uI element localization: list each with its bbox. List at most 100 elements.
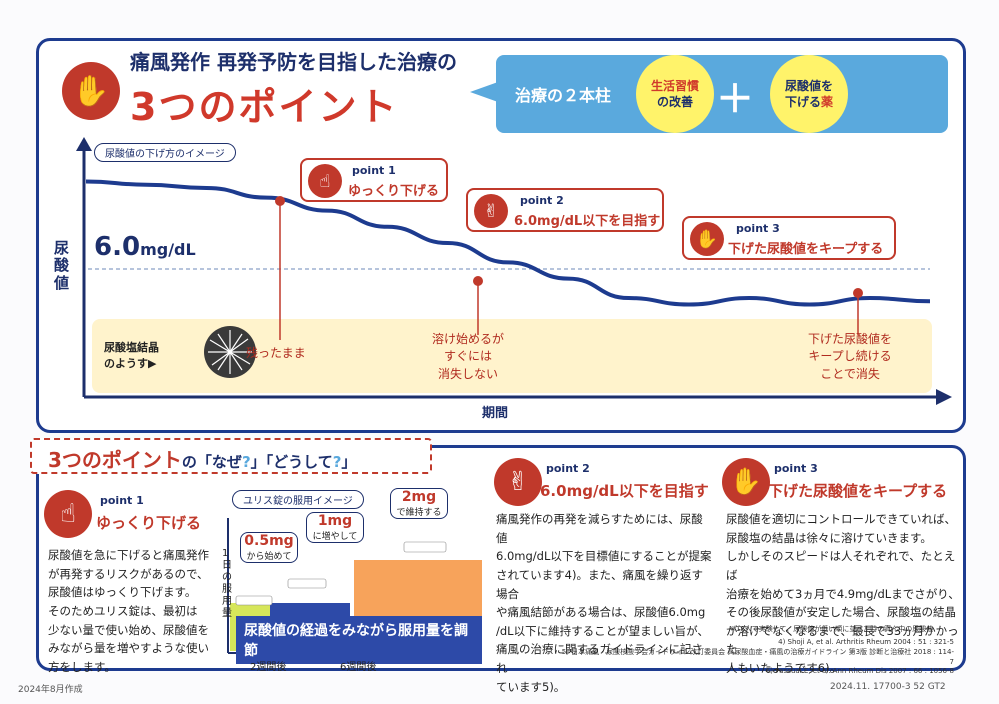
p2-line: や痛風結節がある場合は、尿酸値6.0mg	[496, 605, 706, 620]
p2-body: 痛風発作の再発を減らすためには、尿酸値 6.0mg/dL以下を目標値にすることが…	[496, 510, 714, 696]
dose-label-1-note: から始めて	[246, 552, 292, 562]
chart-point3-tag: point 3	[736, 222, 780, 235]
p1-hand-icon: ☝	[44, 490, 92, 538]
p3-line: 人もいたようです6)。	[726, 661, 842, 675]
chart-point3-bubble: ✋ point 3 下げた尿酸値をキープする	[682, 216, 896, 260]
page-title: 3つのポイント	[130, 85, 399, 129]
p1-label: ゆっくり下げる	[96, 514, 202, 532]
p1-line: 尿酸値はゆっくり下げます。	[48, 585, 197, 600]
p1-line: 尿酸値を急に下げると痛風発作	[48, 548, 209, 562]
p1-line: が再発するリスクがあるので、	[48, 566, 209, 581]
three-fingers-small-icon: ✋	[690, 222, 724, 256]
crystal-area	[92, 319, 932, 393]
threshold-label: 6.0mg/dL	[94, 232, 196, 262]
annotation-dissolving-line3: 消失しない	[438, 366, 499, 381]
p3-body: 尿酸値を適切にコントロールできていれば、 尿酸塩の結晶は徐々に溶けていきます。 …	[726, 510, 962, 678]
section-title-main: 3つのポイント	[48, 448, 182, 472]
p1-line: そのためユリス錠は、最初は	[48, 603, 198, 618]
section-title-part3: 」	[341, 453, 357, 471]
p2-line: 痛風発作の再発を減らすためには、尿酸値	[496, 512, 703, 545]
crystal-needles	[208, 330, 252, 374]
p1-body: 尿酸値を急に下げると痛風発作 が再発するリスクがあるので、 尿酸値はゆっくり下げ…	[48, 546, 218, 676]
p2-label: 6.0mg/dL以下を目指す	[540, 482, 709, 500]
p3-tag: point 3	[774, 462, 818, 475]
uric-acid-chart	[76, 137, 952, 405]
plus-icon: ＋	[716, 77, 755, 121]
annotation-dissolving-line2: すぐには	[444, 349, 493, 364]
p3-line: その後尿酸値が安定した場合、尿酸塩の結晶	[726, 605, 956, 620]
section-title-part2: 」「どうして	[250, 453, 333, 471]
dose-label-3-note: で維持する	[396, 508, 442, 518]
three-fingers-hand-icon: ✋	[62, 62, 120, 120]
dose-label-2-note: に増やして	[312, 532, 358, 542]
reference-item: 4) Shoji A, et al. Arthritis Rheum 2004 …	[778, 638, 954, 646]
p3-hand-icon: ✋	[722, 458, 770, 506]
p2-line: 6.0mg/dL以下を目標値にすることが提案	[496, 549, 712, 564]
dose-label-3-value: 2mg	[401, 489, 437, 505]
p3-line: しかしそのスピードは人それぞれで、たとえば	[726, 549, 956, 582]
annotation-remain: 残ったまま	[246, 346, 306, 360]
p3-line: が溶けてなくなるまで、最長で33ヵ月かかった	[726, 623, 959, 657]
footer-code: 2024.11. 17700-3 52 GT2	[830, 682, 946, 692]
x-axis-arrow	[936, 389, 952, 405]
question-mark-2: ?	[332, 453, 342, 471]
crystal-label: 尿酸塩結晶 のようす▶	[104, 340, 159, 372]
pillar-lifestyle: 生活習慣 の改善	[636, 55, 714, 133]
dose-x-label-2: 6週間後	[340, 662, 377, 673]
reference-item: 5) 日本痛風・尿酸核酸学会ガイドライン改訂委員会 高尿酸血症・痛風の治療ガイド…	[561, 647, 954, 666]
y-axis-label: 尿酸値	[54, 239, 70, 292]
p2-line: ています5)。	[496, 679, 566, 694]
pill-pack-1	[235, 595, 273, 606]
crystal-label-line1: 尿酸塩結晶	[104, 341, 159, 354]
pillar-lifestyle-line2: の改善	[656, 95, 693, 109]
two-fingers-hand-icon: ✌	[474, 194, 508, 228]
dose-tag: ユリス錠の服用イメージ	[232, 490, 364, 509]
annotation-disappear-line2: キープし続ける	[808, 349, 892, 364]
references: 4) Shoji A, et al. Arthritis Rheum 2004 …	[560, 638, 954, 677]
annotation-disappear-line1: 下げた尿酸値を	[808, 332, 893, 346]
chart-point1-tag: point 1	[352, 164, 396, 177]
p1-line: 少ない量で使い始め、尿酸値を	[48, 622, 209, 637]
section-title-part1: の「なぜ	[181, 453, 242, 471]
point-dot-1	[275, 196, 285, 206]
p3-line: 尿酸値を適切にコントロールできていれば、	[726, 512, 956, 526]
threshold-value: 6.0	[94, 232, 141, 262]
dose-x-label-1: 2週間後	[250, 662, 287, 673]
x-axis-label: 期間	[482, 406, 509, 421]
annotation-dissolving: 溶け始めるが すぐには 消失しない	[432, 331, 504, 383]
pillar-medication: 尿酸値を 下げる薬	[770, 55, 848, 133]
p2-line: 痛風の治療に関するガイドラインに記され	[496, 642, 703, 675]
dose-y-label: 1日の服用量	[222, 548, 232, 619]
pillars-pointer	[470, 82, 498, 102]
annotation-disappear: 下げた尿酸値を キープし続ける ことで消失	[808, 331, 892, 383]
pillars-label: 治療の２本柱	[515, 86, 612, 105]
pillar-medication-line3: 薬	[821, 95, 834, 109]
p1-line: 方をします。	[48, 659, 116, 674]
point-dot-2	[473, 276, 483, 286]
p2-line: されています4)。また、痛風を繰り返す場合	[496, 567, 703, 601]
annotation-dissolving-line1: 溶け始めるが	[432, 332, 505, 346]
p1-line: みながら量を増やすような使い	[48, 641, 209, 656]
uric-acid-series-line	[85, 179, 931, 307]
crystal-label-line2: のようす▶	[104, 356, 157, 370]
dose-label-3: 2mg で維持する	[390, 488, 448, 519]
page-subtitle: 痛風発作 再発予防を目指した治療の	[130, 50, 457, 74]
dose-label-1-value: 0.5mg	[244, 533, 294, 549]
section-title-box	[30, 438, 432, 474]
pillar-medication-line2: 下げる	[784, 95, 821, 109]
chart-point2-label: 6.0mg/dL以下を目指す	[514, 214, 661, 229]
dose-banner: 尿酸値の経過をみながら服用量を調節	[236, 616, 482, 664]
chart-point2-bubble: ✌ point 2 6.0mg/dL以下を目指す	[466, 188, 664, 232]
y-axis-arrow	[76, 137, 92, 151]
p3-footnote: ※18人で実験して、尿酸値が低い順に並べた時の真ん中の尿酸値	[730, 625, 934, 633]
p2-line: /dL以下に維持することが望ましい旨が、	[496, 623, 709, 638]
p1-tag: point 1	[100, 494, 144, 507]
dose-label-2-value: 1mg	[317, 513, 353, 529]
chart-point3-label: 下げた尿酸値をキープする	[728, 242, 884, 257]
dose-label-2: 1mg に増やして	[306, 512, 364, 543]
chart-point1-label: ゆっくり下げる	[348, 184, 440, 199]
footer-date: 2024年8月作成	[18, 685, 83, 695]
chart-point1-bubble: ☝ point 1 ゆっくり下げる	[300, 158, 448, 202]
annotation-disappear-line3: ことで消失	[820, 366, 880, 381]
chart-tag: 尿酸値の下げ方のイメージ	[94, 143, 236, 162]
